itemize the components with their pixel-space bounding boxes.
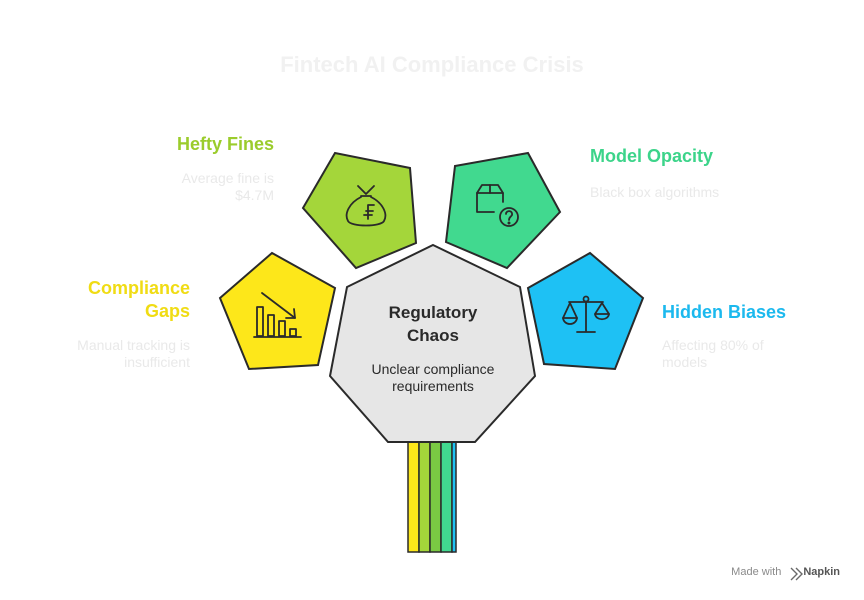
opacity-title: Model Opacity xyxy=(590,146,714,166)
fines-desc-line1: Average fine is xyxy=(181,170,274,186)
center-desc-line2: requirements xyxy=(392,378,474,394)
biases-desc-line1: Affecting 80% of xyxy=(662,337,764,353)
declining-chart-icon xyxy=(253,292,302,338)
box-question-icon xyxy=(476,184,519,227)
gaps-title-line1: Compliance xyxy=(87,278,190,298)
opacity-desc-line1: Black box algorithms xyxy=(590,184,720,200)
biases-title: Hidden Biases xyxy=(662,302,787,322)
gaps-pentagon xyxy=(218,251,337,371)
scales-icon xyxy=(562,295,610,333)
footer-attribution[interactable]: Made with Napkin xyxy=(731,566,840,578)
money-bag-icon xyxy=(345,185,387,227)
footer-brand: Napkin xyxy=(803,566,840,578)
napkin-logo-icon xyxy=(790,567,803,581)
center-heptagon xyxy=(328,243,537,443)
stem-bar-yellow xyxy=(407,439,420,553)
fines-desc-line2: $4.7M xyxy=(235,187,274,203)
stem-bar-green xyxy=(429,439,442,553)
gaps-title-line2: Gaps xyxy=(144,301,190,321)
page-title: Fintech AI Compliance Crisis xyxy=(280,52,584,77)
biases-desc-line2: models xyxy=(662,354,708,370)
footer-made-with: Made with xyxy=(731,566,782,578)
center-title-line2: Chaos xyxy=(407,326,459,345)
fines-title: Hefty Fines xyxy=(176,134,274,154)
gaps-desc-line2: insufficient xyxy=(124,354,190,370)
center-title-line1: Regulatory xyxy=(388,303,478,322)
stem-bars xyxy=(407,439,457,553)
stem-bar-lime xyxy=(418,439,431,553)
center-desc-line1: Unclear compliance xyxy=(371,361,495,377)
stem-bar-cyan xyxy=(451,439,457,553)
gaps-desc-line1: Manual tracking is xyxy=(77,337,190,353)
stem-bar-mint xyxy=(440,439,453,553)
fines-pentagon xyxy=(301,151,418,270)
